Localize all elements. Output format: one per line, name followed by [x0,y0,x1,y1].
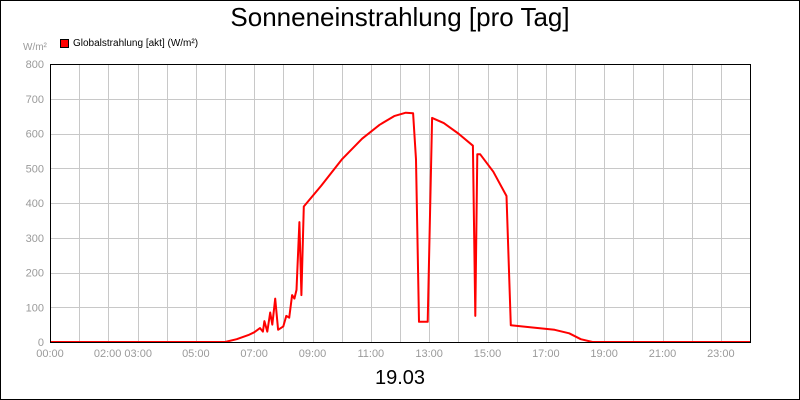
y-tick-label: 800 [26,59,44,71]
x-tick-label: 09:00 [299,348,327,360]
x-tick-label: 02:00 03:00 [94,348,152,360]
y-axis-ticks: 0 100 200 300 400 500 600 700 800 [26,59,44,349]
y-tick-label: 0 [38,337,44,349]
x-tick-label: 00:00 [36,348,64,360]
y-tick-label: 200 [26,268,44,280]
y-tick-label: 400 [26,198,44,210]
y-tick-label: 700 [26,94,44,106]
plot-border [50,64,751,343]
date-label: 19.03 [374,367,426,389]
y-axis-unit-label: W/m² [23,42,47,53]
x-tick-label: 23:00 [707,348,735,360]
x-tick-label: 21:00 [649,348,677,360]
legend: Globalstrahlung [akt] (W/m²) [60,38,198,49]
y-tick-label: 500 [26,163,44,175]
x-tick-label: 13:00 [415,348,443,360]
x-tick-label: 19:00 [590,348,618,360]
y-tick-label: 300 [26,233,44,245]
grid [50,64,750,342]
x-tick-label: 15:00 [474,348,502,360]
x-tick-label: 07:00 [240,348,268,360]
x-axis-ticks: 00:00 02:00 03:00 05:00 07:00 09:00 11:00 13:0… [36,348,734,360]
y-tick-label: 600 [26,129,44,141]
y-tick-label: 100 [26,302,44,314]
x-tick-label: 11:00 [357,348,384,360]
chart-title: Sonneneinstrahlung [pro Tag] [230,2,570,32]
x-tick-label: 17:00 [532,348,560,360]
legend-swatch [60,39,69,48]
series-line-globalstrahlung [50,111,750,343]
x-tick-label: 05:00 [182,348,210,360]
legend-label: Globalstrahlung [akt] (W/m²) [73,38,199,49]
